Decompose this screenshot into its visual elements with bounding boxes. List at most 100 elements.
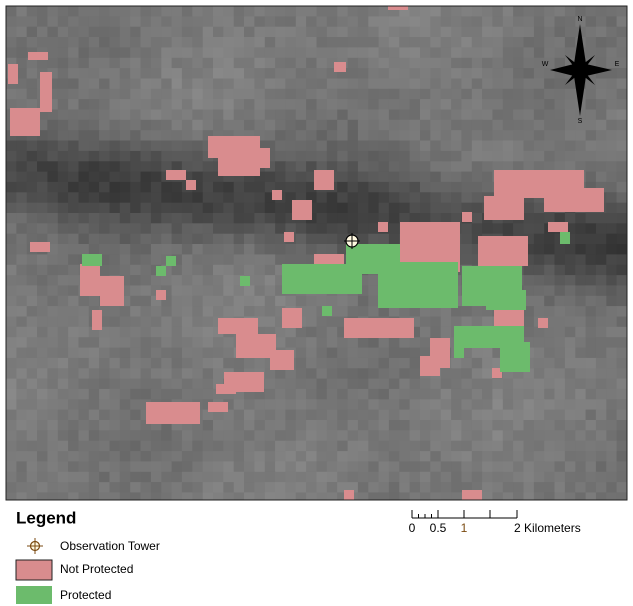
terrain-cell xyxy=(192,296,203,307)
terrain-cell xyxy=(358,161,369,172)
terrain-cell xyxy=(472,192,483,203)
terrain-cell xyxy=(606,348,617,359)
compass-label: S xyxy=(578,118,583,125)
terrain-cell xyxy=(575,265,586,276)
terrain-cell xyxy=(203,451,214,462)
terrain-cell xyxy=(544,368,555,379)
terrain-cell xyxy=(223,37,234,48)
terrain-cell xyxy=(317,461,328,472)
terrain-cell xyxy=(534,244,545,255)
terrain-cell xyxy=(617,192,627,203)
terrain-cell xyxy=(503,451,514,462)
terrain-cell xyxy=(327,120,338,131)
terrain-cell xyxy=(586,296,597,307)
terrain-cell xyxy=(389,379,400,390)
terrain-cell xyxy=(348,389,359,400)
terrain-cell xyxy=(586,47,597,58)
terrain-cell xyxy=(327,337,338,348)
terrain-cell xyxy=(223,358,234,369)
terrain-cell xyxy=(596,358,607,369)
terrain-cell xyxy=(172,68,183,79)
terrain-cell xyxy=(534,254,545,265)
terrain-cell xyxy=(337,16,348,27)
terrain-cell xyxy=(358,110,369,121)
terrain-cell xyxy=(254,79,265,90)
terrain-cell xyxy=(430,492,441,500)
terrain-cell xyxy=(368,472,379,483)
terrain-cell xyxy=(492,89,503,100)
terrain-cell xyxy=(575,461,586,472)
terrain-cell xyxy=(379,27,390,38)
terrain-cell xyxy=(565,327,576,338)
terrain-cell xyxy=(379,37,390,48)
terrain-cell xyxy=(151,389,162,400)
terrain-cell xyxy=(161,368,172,379)
terrain-cell xyxy=(596,254,607,265)
terrain-cell xyxy=(472,47,483,58)
terrain-cell xyxy=(368,27,379,38)
terrain-cell xyxy=(203,16,214,27)
terrain-cell xyxy=(58,430,69,441)
terrain-cell xyxy=(544,399,555,410)
terrain-cell xyxy=(586,285,597,296)
terrain-cell xyxy=(430,203,441,214)
terrain-cell xyxy=(503,461,514,472)
terrain-cell xyxy=(555,317,566,328)
terrain-cell xyxy=(37,420,48,431)
terrain-cell xyxy=(6,254,17,265)
terrain-cell xyxy=(596,472,607,483)
terrain-cell xyxy=(213,430,224,441)
terrain-cell xyxy=(358,6,369,17)
terrain-cell xyxy=(182,16,193,27)
terrain-cell xyxy=(379,47,390,58)
terrain-cell xyxy=(368,420,379,431)
terrain-cell xyxy=(58,275,69,286)
terrain-cell xyxy=(192,244,203,255)
terrain-cell xyxy=(575,368,586,379)
terrain-cell xyxy=(555,99,566,110)
terrain-cell xyxy=(368,161,379,172)
terrain-cell xyxy=(368,16,379,27)
terrain-cell xyxy=(544,492,555,500)
terrain-cell xyxy=(544,306,555,317)
terrain-cell xyxy=(534,441,545,452)
terrain-cell xyxy=(544,130,555,141)
terrain-cell xyxy=(451,130,462,141)
terrain-cell xyxy=(586,275,597,286)
terrain-cell xyxy=(254,275,265,286)
terrain-cell xyxy=(16,337,27,348)
terrain-cell xyxy=(6,317,17,328)
terrain-cell xyxy=(368,348,379,359)
terrain-cell xyxy=(575,306,586,317)
terrain-cell xyxy=(47,182,58,193)
terrain-cell xyxy=(161,244,172,255)
terrain-cell xyxy=(461,410,472,421)
terrain-cell xyxy=(544,285,555,296)
terrain-cell xyxy=(430,430,441,441)
terrain-cell xyxy=(89,296,100,307)
terrain-cell xyxy=(327,192,338,203)
terrain-cell xyxy=(534,430,545,441)
terrain-cell xyxy=(99,389,110,400)
terrain-cell xyxy=(544,461,555,472)
terrain-cell xyxy=(368,368,379,379)
terrain-cell xyxy=(337,410,348,421)
terrain-cell xyxy=(192,16,203,27)
terrain-cell xyxy=(58,461,69,472)
terrain-cell xyxy=(441,37,452,48)
terrain-cell xyxy=(586,492,597,500)
terrain-cell xyxy=(27,161,38,172)
terrain-cell xyxy=(524,16,535,27)
terrain-cell xyxy=(317,451,328,462)
terrain-cell xyxy=(141,254,152,265)
terrain-cell xyxy=(47,410,58,421)
terrain-cell xyxy=(99,472,110,483)
terrain-cell xyxy=(27,141,38,152)
terrain-cell xyxy=(389,27,400,38)
protected-zone xyxy=(240,276,250,286)
terrain-cell xyxy=(47,441,58,452)
terrain-cell xyxy=(27,337,38,348)
terrain-cell xyxy=(265,79,276,90)
terrain-cell xyxy=(399,110,410,121)
terrain-cell xyxy=(596,337,607,348)
